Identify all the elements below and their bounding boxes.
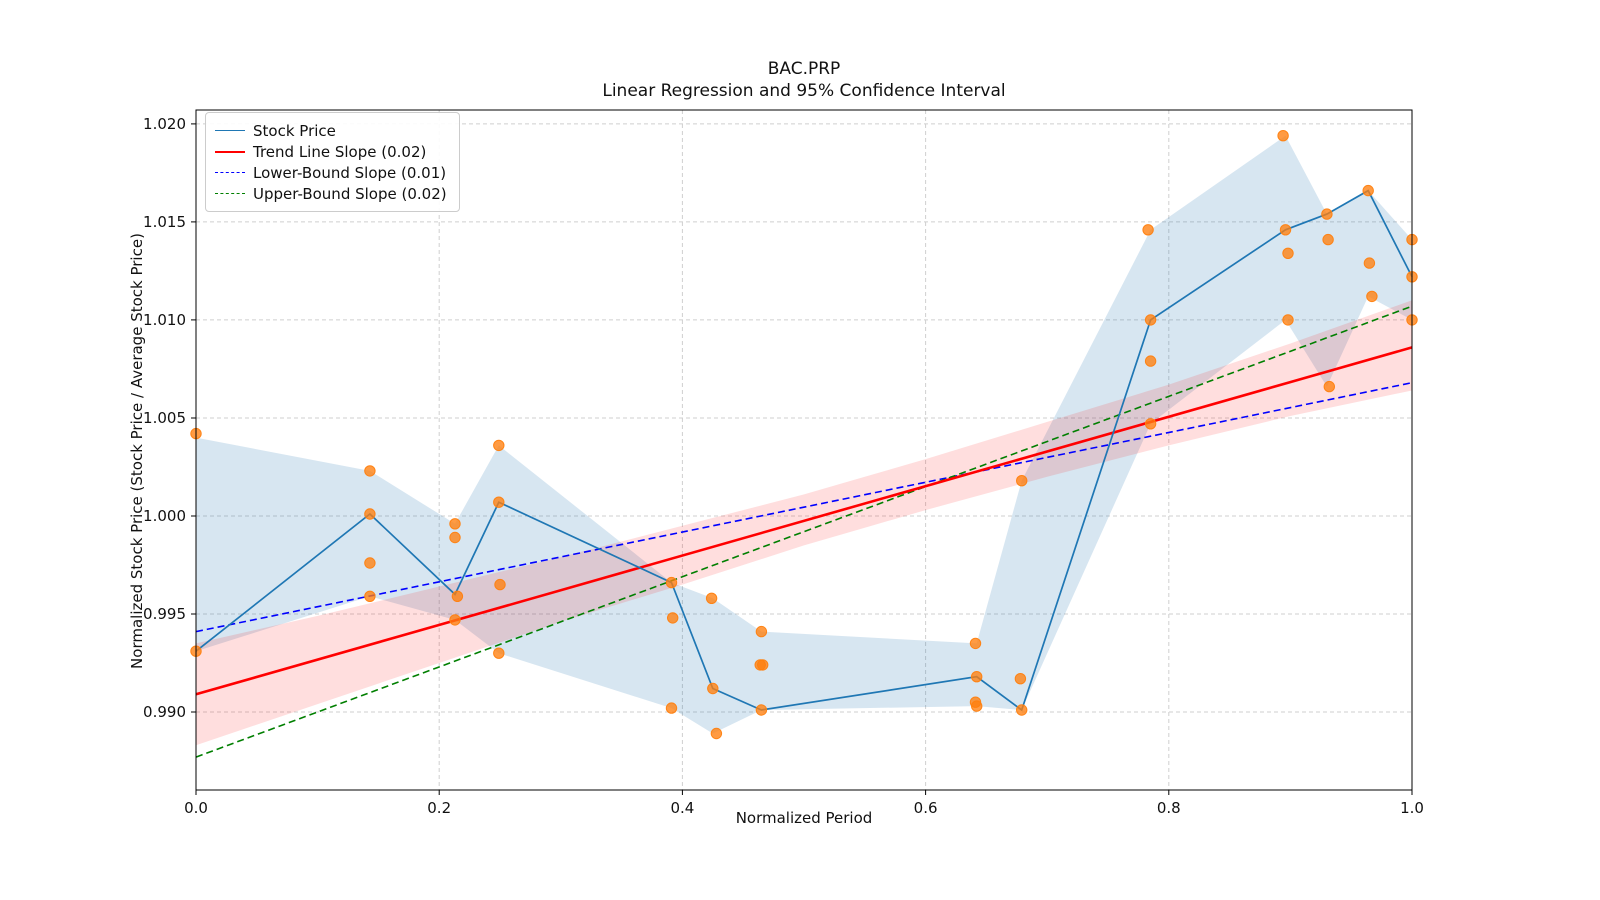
legend-item-upper-bound: Upper-Bound Slope (0.02) xyxy=(215,183,447,204)
legend-label: Trend Line Slope (0.02) xyxy=(253,142,427,161)
data-point xyxy=(449,518,461,530)
data-point xyxy=(1144,355,1157,367)
y-tick-label: 0.995 xyxy=(143,605,186,623)
legend: Stock Price Trend Line Slope (0.02) Lowe… xyxy=(205,112,460,212)
trend-line-swatch-icon xyxy=(215,150,245,153)
y-tick-label: 1.005 xyxy=(143,409,186,427)
scatter-points xyxy=(190,130,1418,740)
data-point xyxy=(969,637,982,650)
x-tick-label: 0.0 xyxy=(184,799,208,817)
lower-bound-line-swatch-icon xyxy=(215,172,245,173)
data-point xyxy=(493,496,505,508)
y-tick-label: 1.000 xyxy=(143,507,186,525)
data-point xyxy=(1363,257,1376,269)
data-point xyxy=(364,465,376,477)
x-tick-label: 0.2 xyxy=(427,799,451,817)
legend-label: Lower-Bound Slope (0.01) xyxy=(253,163,447,182)
data-point xyxy=(1366,290,1378,303)
data-point xyxy=(665,576,678,589)
data-point xyxy=(1322,233,1334,246)
chart-subtitle: Linear Regression and 95% Confidence Int… xyxy=(602,81,1006,101)
data-point xyxy=(971,671,983,683)
chart-title: BAC.PRP xyxy=(767,59,841,79)
plot-spines xyxy=(195,109,1413,791)
data-point xyxy=(493,647,505,659)
data-point xyxy=(1014,673,1027,685)
data-point xyxy=(755,704,768,716)
x-axis: 0.0 0.2 0.4 0.6 0.8 1.0 xyxy=(184,790,1424,817)
data-point xyxy=(667,612,679,624)
legend-item-stock-price: Stock Price xyxy=(215,120,447,141)
legend-item-lower-bound: Lower-Bound Slope (0.01) xyxy=(215,162,447,183)
data-point xyxy=(364,557,376,569)
data-point xyxy=(1142,224,1154,236)
data-point xyxy=(1144,418,1157,430)
data-point xyxy=(451,590,464,602)
trend-line xyxy=(195,346,1413,696)
legend-label: Upper-Bound Slope (0.02) xyxy=(253,184,447,203)
x-tick-label: 1.0 xyxy=(1400,799,1424,817)
upper-bound-line xyxy=(195,305,1413,758)
data-point xyxy=(493,439,505,452)
data-point xyxy=(1279,224,1292,236)
x-tick-label: 0.4 xyxy=(670,799,694,817)
legend-label: Stock Price xyxy=(253,121,336,140)
data-point xyxy=(1362,184,1374,197)
y-tick-label: 0.990 xyxy=(143,703,186,721)
data-point xyxy=(665,702,678,714)
data-point xyxy=(1016,704,1028,716)
data-point xyxy=(1016,475,1028,487)
data-point xyxy=(1144,314,1157,326)
data-point xyxy=(1282,314,1294,326)
data-point xyxy=(707,682,719,695)
data-point xyxy=(705,592,718,604)
data-point xyxy=(755,625,768,638)
data-point xyxy=(449,614,461,626)
data-point xyxy=(710,727,723,740)
data-point xyxy=(1323,380,1336,393)
upper-bound-line-swatch-icon xyxy=(215,193,245,194)
y-tick-label: 1.020 xyxy=(143,115,186,133)
y-tick-label: 1.015 xyxy=(143,213,186,231)
data-point xyxy=(449,531,461,544)
lower-bound-line xyxy=(195,381,1413,633)
legend-item-trend-line: Trend Line Slope (0.02) xyxy=(215,141,447,162)
data-point xyxy=(1282,247,1294,260)
data-point xyxy=(971,700,983,712)
y-axis: 0.990 0.995 1.000 1.005 1.010 1.015 1.020 xyxy=(143,115,196,721)
x-tick-label: 0.6 xyxy=(914,799,938,817)
data-point xyxy=(364,590,376,602)
trend-confidence-band xyxy=(196,300,1412,746)
y-tick-label: 1.010 xyxy=(143,311,186,329)
stock-price-line xyxy=(195,189,1413,712)
data-point xyxy=(494,578,506,591)
data-point xyxy=(364,508,376,520)
data-point xyxy=(1321,208,1333,220)
stock-price-line-swatch-icon xyxy=(215,130,245,131)
x-tick-label: 0.8 xyxy=(1157,799,1181,817)
data-point xyxy=(1277,130,1289,142)
x-axis-label: Normalized Period xyxy=(735,809,873,827)
y-axis-label: Normalized Stock Price (Stock Price / Av… xyxy=(128,233,146,669)
title-block: BAC.PRP Linear Regression and 95% Confid… xyxy=(196,58,1412,102)
data-point xyxy=(757,659,769,671)
